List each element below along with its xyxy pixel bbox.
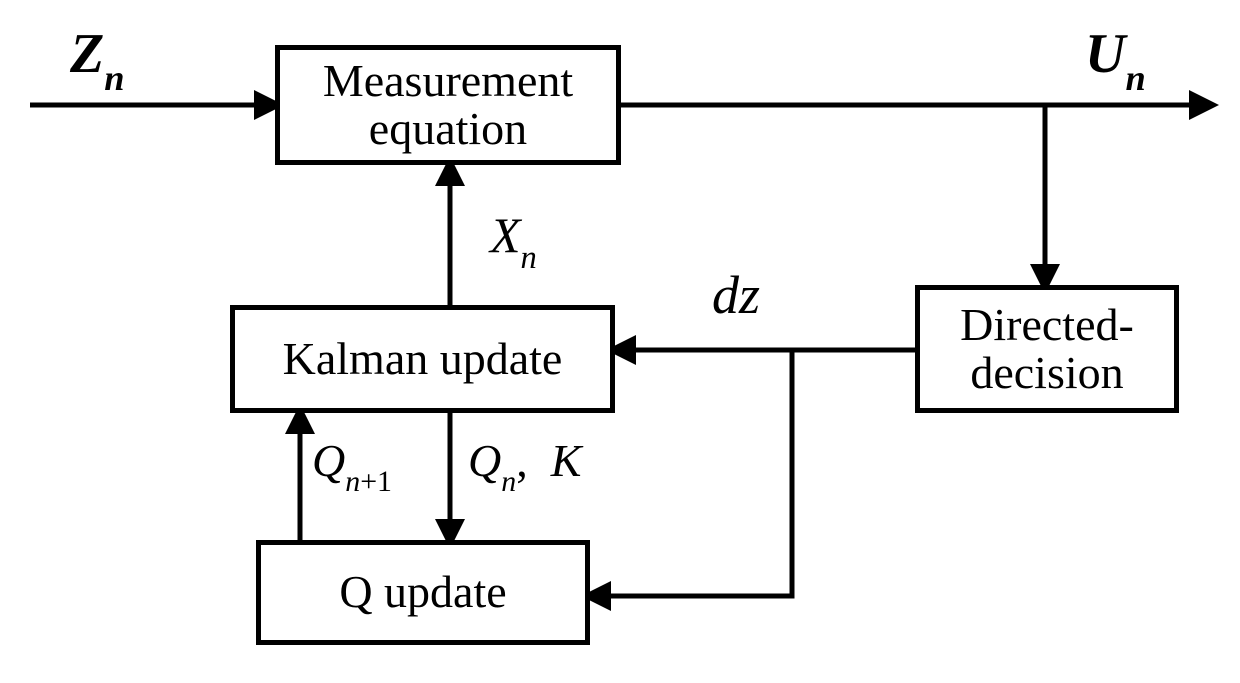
box-kalman-update: Kalman update	[230, 305, 615, 413]
box-directed-decision: Directed- decision	[915, 285, 1179, 413]
edge-label-qn1: Qn+1	[312, 438, 392, 492]
edge-label-dz: dz	[712, 268, 760, 322]
box-directed-line2: decision	[970, 347, 1123, 398]
box-directed-line1: Directed-	[960, 299, 1134, 350]
box-measurement-line1: Measurement	[323, 55, 573, 106]
box-measurement-equation: Measurement equation	[275, 45, 621, 165]
label-output-un: Un	[1085, 26, 1146, 91]
edge-branch_to_qupdate	[590, 350, 792, 596]
box-qupdate-label: Q update	[339, 568, 506, 616]
box-q-update: Q update	[256, 540, 590, 645]
label-input-zn: Zn	[70, 26, 124, 91]
diagram-stage: Measurement equation Kalman update Q upd…	[0, 0, 1240, 683]
box-kalman-label: Kalman update	[283, 335, 563, 383]
edge-label-xn: Xn	[490, 210, 537, 270]
edge-label-qn-k: Qn, K	[468, 438, 581, 492]
box-measurement-line2: equation	[369, 103, 527, 154]
